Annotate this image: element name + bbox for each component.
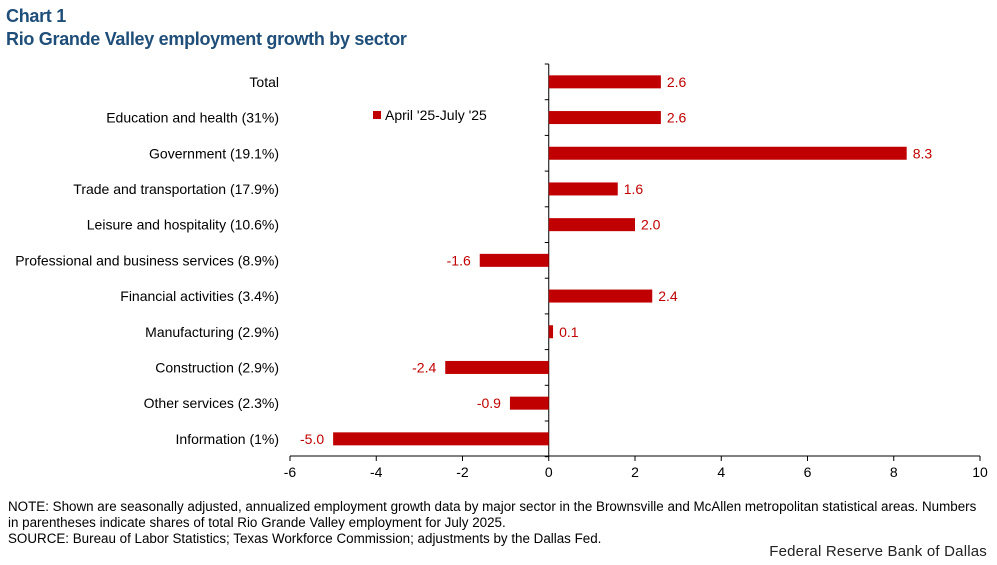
category-label: Other services (2.3%)	[144, 395, 279, 411]
x-tick-label: 0	[545, 464, 553, 480]
legend-label: April '25-July '25	[385, 107, 487, 123]
category-label: Leisure and hospitality (10.6%)	[87, 217, 279, 233]
legend-swatch	[373, 111, 381, 119]
x-tick-label: 6	[804, 464, 812, 480]
category-label: Government (19.1%)	[149, 145, 279, 161]
bar	[548, 325, 554, 339]
note-text: NOTE: Shown are seasonally adjusted, ann…	[8, 499, 977, 530]
category-labels: Total Education and health (31%) Governmen…	[15, 74, 279, 447]
x-tick-label: 10	[972, 464, 988, 480]
bar	[548, 182, 618, 196]
category-label: Education and health (31%)	[106, 110, 279, 126]
category-label: Construction (2.9%)	[155, 359, 279, 375]
x-tick-label: 8	[890, 464, 898, 480]
data-label: 8.3	[913, 145, 933, 161]
bar	[548, 111, 661, 125]
category-label: Manufacturing (2.9%)	[145, 324, 279, 340]
data-label: 1.6	[624, 181, 644, 197]
chart-notes: NOTE: Shown are seasonally adjusted, ann…	[8, 499, 988, 547]
category-label: Trade and transportation (17.9%)	[73, 181, 279, 197]
bar	[548, 75, 661, 89]
category-label: Total	[249, 74, 279, 90]
chart-title-block: Chart 1 Rio Grande Valley employment gro…	[6, 5, 407, 51]
legend: April '25-July '25	[373, 107, 487, 123]
x-tick-label: -2	[456, 464, 469, 480]
bars: 2.6 2.6 8.3 1.6 2.0 -1.6 2.4 0.1 -2.4 -0.9 -5.0	[300, 74, 932, 447]
chart-number: Chart 1	[6, 6, 66, 26]
axes: -6 -4 -2 0 2 4 6 8 10	[284, 63, 988, 480]
bar	[479, 253, 549, 267]
bar	[333, 432, 549, 446]
data-label: 2.4	[658, 288, 678, 304]
x-tick-label: -6	[284, 464, 297, 480]
bar	[548, 289, 653, 303]
data-label: 2.6	[667, 110, 687, 126]
data-label: -1.6	[447, 252, 471, 268]
x-tick-label: 4	[717, 464, 725, 480]
source-text: SOURCE: Bureau of Labor Statistics; Texa…	[8, 531, 602, 546]
data-label: -5.0	[300, 431, 324, 447]
data-label: -2.4	[412, 359, 436, 375]
category-label: Professional and business services (8.9%…	[15, 252, 279, 268]
data-label: 0.1	[559, 324, 579, 340]
category-label: Financial activities (3.4%)	[120, 288, 279, 304]
category-label: Information (1%)	[176, 431, 279, 447]
bar	[548, 218, 635, 232]
bar	[509, 396, 549, 410]
bar	[445, 360, 549, 374]
chart-title: Rio Grande Valley employment growth by s…	[6, 29, 407, 49]
credit-text: Federal Reserve Bank of Dallas	[769, 543, 987, 560]
bar	[548, 146, 907, 160]
bar-chart: -6 -4 -2 0 2 4 6 8 10 2.62.68.31.62.0-1.62.40.1-…	[15, 63, 988, 480]
x-tick-label: 2	[631, 464, 639, 480]
data-label: -0.9	[477, 395, 501, 411]
data-label: 2.0	[641, 217, 661, 233]
x-tick-label: -4	[370, 464, 383, 480]
data-label: 2.6	[667, 74, 687, 90]
